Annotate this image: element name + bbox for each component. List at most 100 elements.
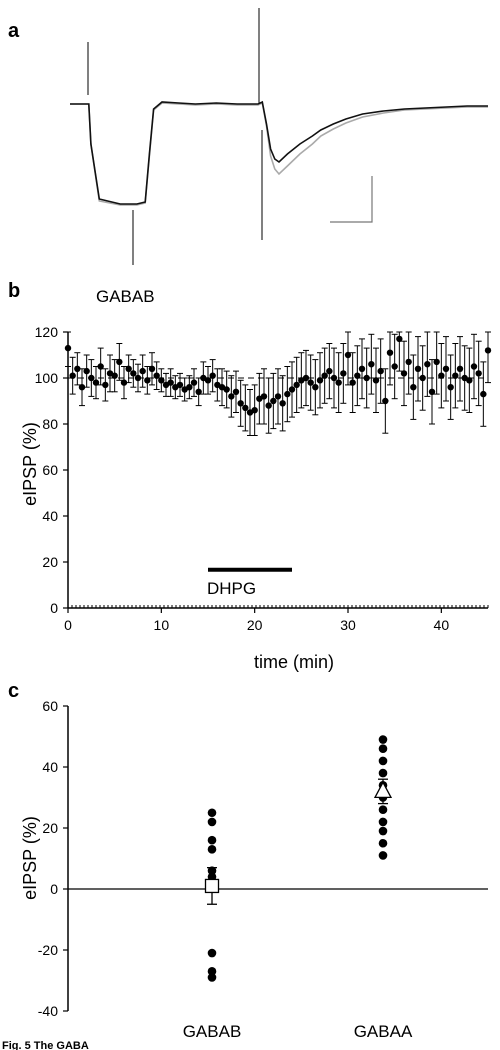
data-point	[368, 361, 375, 368]
individual-point	[378, 805, 388, 814]
data-point	[428, 388, 436, 395]
data-point	[344, 351, 352, 359]
data-point	[69, 372, 76, 379]
data-point	[190, 379, 198, 386]
y-tick-label: 0	[50, 600, 58, 616]
data-point	[242, 404, 249, 412]
x-tick-label: 40	[434, 617, 450, 633]
y-tick-label: 60	[42, 698, 58, 714]
data-point	[391, 363, 398, 370]
data-point	[438, 372, 445, 379]
data-point	[452, 372, 459, 379]
data-point	[288, 386, 296, 393]
x-tick-label: 0	[64, 617, 72, 633]
data-point	[265, 402, 272, 409]
data-point	[470, 363, 478, 370]
y-tick-label: 20	[42, 820, 58, 836]
data-point	[120, 379, 128, 386]
data-point	[148, 365, 156, 372]
data-point	[433, 358, 440, 366]
data-point	[405, 358, 412, 366]
panel-b-letter: b	[8, 280, 20, 302]
y-tick-label: 0	[50, 881, 58, 897]
data-point	[209, 372, 216, 379]
individual-point	[207, 948, 217, 958]
individual-point	[207, 835, 217, 845]
panel-b-title: GABAB	[96, 287, 155, 306]
data-point	[312, 384, 319, 391]
data-point	[139, 367, 146, 375]
data-point	[466, 377, 473, 384]
data-point	[321, 372, 328, 379]
individual-point	[378, 768, 388, 778]
data-point	[447, 384, 454, 391]
panel-a-letter: a	[8, 20, 20, 42]
panel-c-chart: -40 -20 0 20 40 60	[38, 698, 488, 1019]
data-point	[232, 388, 240, 395]
data-point	[358, 365, 366, 372]
data-point	[97, 363, 104, 370]
data-point	[475, 370, 482, 377]
panel-b-y-axis-label: eIPSP (%)	[20, 422, 40, 506]
individual-point	[378, 838, 388, 848]
category-label-gabab: GABAB	[183, 1022, 242, 1041]
panel-b-x-axis-label: time (min)	[254, 652, 334, 672]
data-point	[456, 365, 464, 372]
individual-point	[378, 735, 388, 744]
y-tick-label: 80	[42, 416, 58, 432]
data-point	[349, 379, 356, 386]
data-point	[400, 370, 408, 377]
panel-c-y-axis-label: eIPSP (%)	[20, 816, 40, 900]
y-tick-label: 40	[42, 508, 58, 524]
individual-point	[207, 973, 217, 982]
individual-point	[207, 967, 217, 976]
y-tick-label: -20	[38, 942, 58, 958]
data-point	[260, 393, 268, 400]
individual-point	[378, 817, 388, 827]
data-point	[284, 390, 291, 398]
data-point	[414, 365, 422, 372]
data-point	[340, 370, 347, 377]
data-point	[386, 349, 394, 356]
individual-point	[207, 817, 217, 827]
data-point	[195, 388, 202, 395]
data-point	[484, 347, 492, 354]
data-point	[372, 377, 380, 384]
data-point	[293, 381, 300, 389]
data-point	[83, 367, 90, 375]
x-tick-label: 30	[340, 617, 356, 633]
data-point	[419, 374, 426, 382]
data-point	[251, 407, 258, 414]
data-point	[102, 381, 109, 389]
data-point	[382, 397, 389, 405]
data-point	[480, 390, 487, 398]
data-point	[64, 344, 72, 352]
data-point	[186, 384, 193, 391]
individual-point	[378, 756, 388, 766]
y-tick-label: 40	[42, 759, 58, 775]
y-tick-label: 20	[42, 554, 58, 570]
mean-marker-triangle	[373, 781, 393, 799]
x-tick-label: 10	[154, 617, 170, 633]
data-point	[330, 374, 338, 382]
data-point	[363, 374, 370, 382]
data-point	[354, 372, 361, 379]
panel-c-letter: c	[8, 680, 19, 702]
trace-line-1	[70, 101, 488, 206]
y-tick-label: 120	[35, 324, 59, 340]
data-point	[223, 386, 230, 393]
scale-bar	[330, 176, 373, 223]
data-point	[167, 379, 174, 386]
data-point	[237, 400, 244, 407]
y-tick-label: 60	[42, 462, 58, 478]
data-point	[396, 335, 403, 343]
individual-point	[378, 826, 388, 836]
data-point	[270, 397, 277, 405]
data-point	[302, 374, 310, 382]
data-point	[130, 370, 137, 377]
data-point	[279, 400, 286, 407]
mean-marker-square	[204, 878, 220, 894]
data-point	[326, 367, 333, 375]
data-point	[316, 377, 324, 384]
